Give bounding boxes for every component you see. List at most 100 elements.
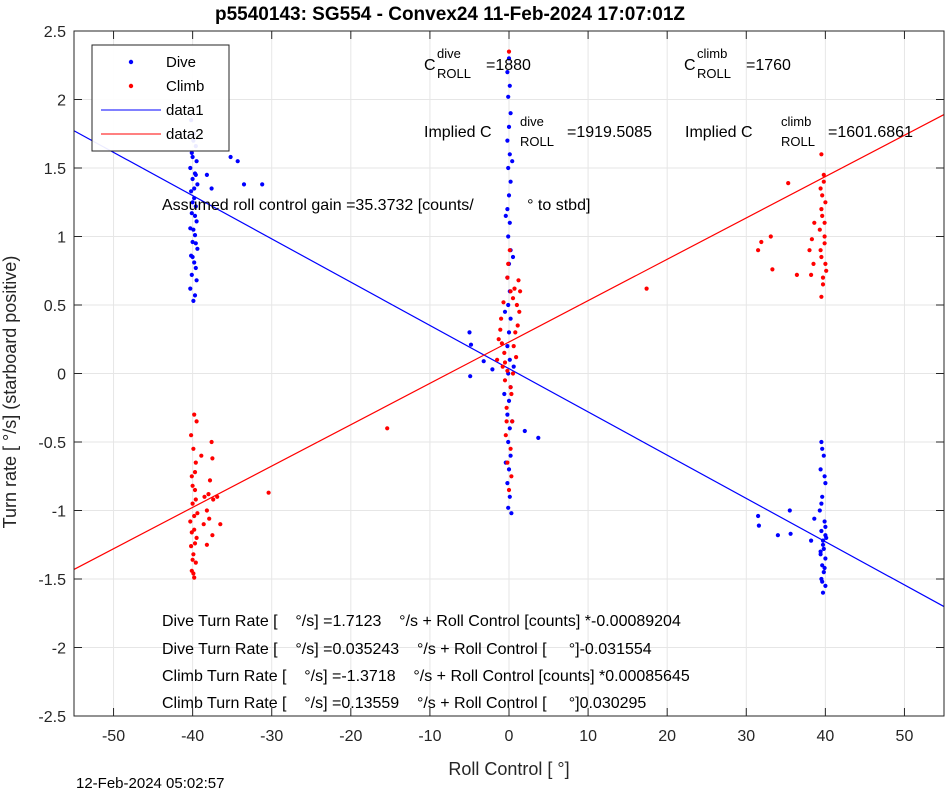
x-tick-label-9: 40 bbox=[816, 728, 834, 745]
climb-point-48 bbox=[496, 337, 501, 342]
dive-point-124 bbox=[809, 538, 814, 543]
dive-point-17 bbox=[195, 246, 200, 251]
climb-point-80 bbox=[821, 172, 826, 177]
dive-point-50 bbox=[507, 83, 512, 88]
climb-point-56 bbox=[510, 419, 515, 424]
dive-point-34 bbox=[190, 254, 195, 260]
dive-turn-rate-counts-equation: Dive Turn Rate [ °/s] =1.7123 °/s + Roll… bbox=[162, 613, 681, 630]
climb-point-88 bbox=[820, 282, 826, 287]
legend-data1-label: data1 bbox=[166, 102, 204, 119]
climb-point-61 bbox=[506, 487, 512, 493]
x-tick-label-3: -20 bbox=[339, 728, 362, 745]
climb-point-23 bbox=[190, 483, 195, 488]
climb-point-99 bbox=[809, 237, 815, 242]
x-axis-label: Roll Control [ °] bbox=[448, 759, 569, 779]
dive-point-121 bbox=[787, 508, 792, 513]
dive-point-100 bbox=[820, 542, 826, 547]
roll-gain-annotation: Assumed roll control gain =35.3732 [coun… bbox=[162, 197, 590, 214]
climb-point-26 bbox=[202, 494, 207, 499]
climb-point-95 bbox=[821, 179, 826, 184]
legend-dive-marker bbox=[128, 59, 134, 65]
dive-point-74 bbox=[505, 412, 510, 417]
climb-point-20 bbox=[189, 530, 194, 535]
dive-point-22 bbox=[194, 278, 199, 283]
y-axis-label: Turn rate [ °/s] (starboard positive) bbox=[0, 256, 20, 529]
climb-point-47 bbox=[499, 316, 504, 321]
y-tick-label-5: 0 bbox=[57, 367, 66, 384]
dive-turn-rate-degrees-equation: Dive Turn Rate [ °/s] =0.035243 °/s + Ro… bbox=[162, 641, 652, 658]
climb-point-6 bbox=[192, 487, 198, 493]
climb-point-12 bbox=[189, 544, 194, 549]
dive-point-23 bbox=[188, 286, 193, 291]
climb-point-66 bbox=[499, 341, 504, 346]
climb-point-38 bbox=[218, 522, 223, 527]
dive-point-61 bbox=[506, 234, 511, 239]
climb-point-5 bbox=[189, 474, 194, 479]
dive-point-73 bbox=[506, 398, 512, 403]
dive-point-40 bbox=[260, 182, 265, 187]
legend-climb-marker bbox=[128, 83, 134, 89]
climb-point-35 bbox=[201, 522, 206, 527]
climb-point-101 bbox=[811, 261, 816, 266]
climb-point-50 bbox=[500, 364, 505, 369]
dive-point-21 bbox=[189, 272, 194, 277]
dive-point-120 bbox=[775, 533, 781, 538]
dive-point-54 bbox=[505, 138, 510, 143]
climb-point-82 bbox=[823, 200, 828, 205]
climb-point-85 bbox=[822, 241, 827, 246]
dive-point-104 bbox=[821, 570, 826, 575]
dive-point-119 bbox=[756, 523, 762, 528]
legend-dive-label: Dive bbox=[166, 54, 196, 71]
climb-point-93 bbox=[823, 261, 828, 266]
c-roll-climb-symbol: C bbox=[684, 57, 696, 74]
implied-c-climb-superscript: climb bbox=[781, 114, 811, 129]
implied-c-climb-value: =1601.6861 bbox=[828, 124, 913, 141]
dive-point-15 bbox=[192, 233, 198, 238]
climb-point-94 bbox=[820, 275, 826, 280]
climb-point-102 bbox=[809, 272, 814, 277]
climb-point-18 bbox=[190, 557, 195, 562]
legend-climb-label: Climb bbox=[166, 78, 204, 95]
fit-lines bbox=[73, 114, 945, 608]
climb-point-37 bbox=[215, 494, 220, 499]
dive-point-33 bbox=[193, 241, 198, 246]
climb-point-43 bbox=[508, 289, 513, 294]
implied-c-climb-annotation: Implied C climb ROLL =1601.6861 bbox=[685, 114, 913, 149]
climb-point-76 bbox=[508, 385, 513, 390]
dive-point-27 bbox=[190, 154, 195, 160]
climb-point-17 bbox=[191, 571, 196, 576]
dive-point-89 bbox=[511, 364, 516, 369]
dive-point-48 bbox=[506, 56, 512, 61]
dive-point-16 bbox=[190, 239, 195, 245]
dive-point-3 bbox=[189, 150, 194, 155]
climb-turn-rate-counts-equation: Climb Turn Rate [ °/s] =-1.3718 °/s + Ro… bbox=[162, 668, 690, 685]
c-roll-climb-subscript: ROLL bbox=[697, 66, 731, 81]
climb-point-60 bbox=[509, 474, 514, 479]
dive-point-106 bbox=[823, 583, 828, 589]
y-tick-label-3: -1 bbox=[52, 504, 66, 521]
climb-point-92 bbox=[818, 248, 823, 253]
climb-point-16 bbox=[192, 575, 197, 580]
dive-point-94 bbox=[823, 481, 828, 486]
dive-point-84 bbox=[503, 213, 508, 218]
dive-point-4 bbox=[194, 159, 199, 164]
climb-point-62 bbox=[504, 419, 509, 424]
climb-point-29 bbox=[209, 439, 214, 445]
dive-point-58 bbox=[506, 193, 512, 198]
c-roll-dive-subscript: ROLL bbox=[437, 66, 471, 81]
dive-point-103 bbox=[820, 563, 825, 568]
x-tick-label-7: 20 bbox=[658, 728, 676, 745]
climb-point-103 bbox=[756, 248, 761, 253]
implied-c-dive-label: Implied C bbox=[424, 124, 492, 141]
dive-point-80 bbox=[507, 494, 512, 499]
x-tick-label-6: 10 bbox=[579, 728, 597, 745]
timestamp: 12-Feb-2024 05:02:57 bbox=[76, 775, 224, 792]
climb-point-28 bbox=[206, 492, 211, 497]
x-tick-label-8: 30 bbox=[737, 728, 755, 745]
implied-c-dive-superscript: dive bbox=[520, 114, 544, 129]
dive-point-98 bbox=[819, 528, 824, 534]
dive-point-66 bbox=[506, 302, 511, 308]
dive-point-76 bbox=[506, 439, 511, 445]
climb-point-86 bbox=[819, 254, 824, 260]
